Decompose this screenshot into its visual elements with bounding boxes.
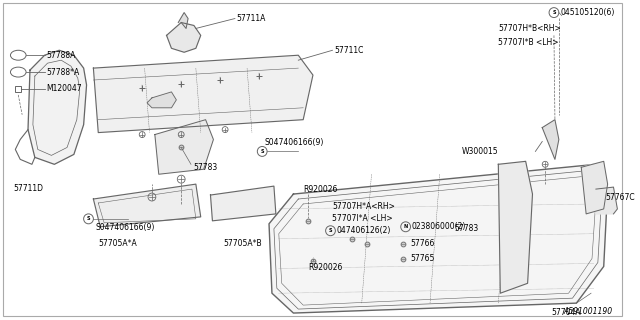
Text: 57783: 57783	[193, 163, 217, 172]
Polygon shape	[147, 92, 177, 108]
Text: 57767C: 57767C	[605, 193, 636, 202]
Polygon shape	[155, 120, 213, 174]
Text: 57707I*A <LH>: 57707I*A <LH>	[332, 214, 393, 223]
Text: 57783: 57783	[454, 224, 479, 233]
Polygon shape	[211, 186, 276, 221]
Text: S: S	[552, 10, 556, 15]
Text: N: N	[403, 224, 408, 229]
Text: 57788A: 57788A	[47, 51, 76, 60]
Polygon shape	[93, 55, 313, 132]
Text: 57704A: 57704A	[552, 308, 582, 317]
Text: 57711A: 57711A	[237, 14, 266, 23]
Text: A591001190: A591001190	[563, 307, 612, 316]
Polygon shape	[28, 50, 86, 164]
Text: S: S	[329, 228, 332, 233]
Text: 57788*A: 57788*A	[47, 68, 80, 76]
Text: R920026: R920026	[303, 185, 337, 194]
Polygon shape	[179, 12, 188, 28]
Text: 57711D: 57711D	[13, 184, 43, 193]
Text: R920026: R920026	[308, 263, 342, 272]
Text: 57705A*A: 57705A*A	[99, 239, 137, 248]
Text: 57765: 57765	[410, 254, 435, 263]
Polygon shape	[166, 22, 201, 52]
Text: M120047: M120047	[47, 84, 82, 93]
Text: 57705A*B: 57705A*B	[223, 239, 262, 248]
Text: S: S	[87, 216, 90, 221]
Text: S047406166(9): S047406166(9)	[264, 139, 324, 148]
Polygon shape	[581, 161, 607, 214]
Text: 023806000(2): 023806000(2)	[412, 222, 466, 231]
Text: 57711C: 57711C	[335, 46, 364, 55]
Polygon shape	[499, 161, 532, 293]
Polygon shape	[269, 164, 607, 313]
Text: 047406126(2): 047406126(2)	[337, 226, 391, 235]
Text: 57707I*B <LH>: 57707I*B <LH>	[499, 38, 559, 47]
Text: S047406166(9): S047406166(9)	[95, 223, 155, 232]
Polygon shape	[596, 187, 618, 214]
Text: 045105120(6): 045105120(6)	[561, 8, 615, 17]
Text: W300015: W300015	[461, 147, 499, 156]
Polygon shape	[93, 184, 201, 227]
Text: 57707H*B<RH>: 57707H*B<RH>	[499, 24, 561, 33]
Text: 57707H*A<RH>: 57707H*A<RH>	[332, 203, 396, 212]
Polygon shape	[542, 120, 559, 159]
Text: S: S	[260, 149, 264, 154]
Text: 57766: 57766	[410, 239, 435, 248]
